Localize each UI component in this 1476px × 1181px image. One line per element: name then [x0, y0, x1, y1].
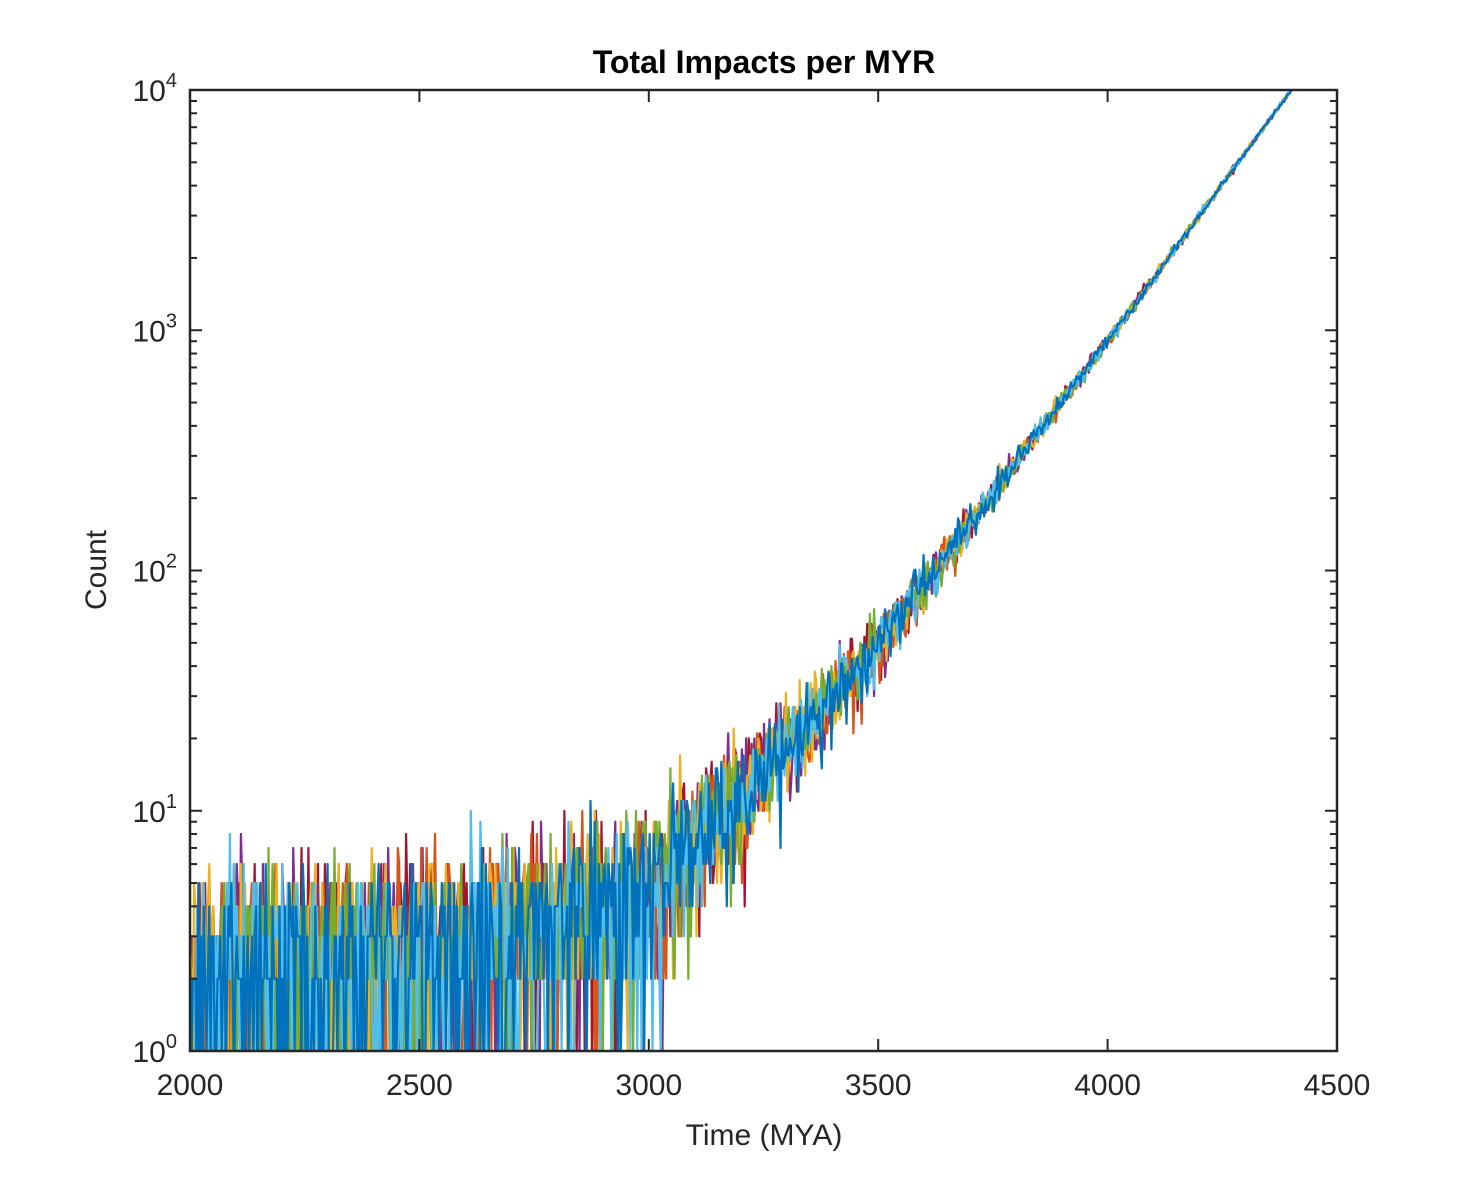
y-tick-exponent: 2 [166, 551, 177, 573]
axes-box [188, 88, 1339, 1053]
y-tick-base: 10 [133, 556, 166, 589]
chart-title: Total Impacts per MYR [593, 44, 936, 80]
y-tick-base: 10 [133, 1036, 166, 1069]
y-tick-base: 10 [133, 796, 166, 829]
y-tick-label: 104 [133, 70, 178, 108]
plot-area [190, 90, 1293, 1051]
series-line [190, 90, 1293, 1051]
y-tick-base: 10 [133, 75, 166, 108]
y-tick-label: 100 [133, 1031, 178, 1069]
y-tick-exponent: 0 [166, 1031, 177, 1053]
x-tick-label: 2500 [386, 1069, 453, 1102]
y-tick-base: 10 [133, 315, 166, 348]
series-layer [190, 90, 1293, 1051]
y-tick-label: 103 [133, 310, 178, 348]
y-tick-label: 102 [133, 551, 178, 589]
x-axis-label: Time (MYA) [686, 1119, 843, 1152]
y-axis-label: Count [80, 529, 113, 610]
x-tick-label: 2000 [157, 1069, 224, 1102]
y-tick-label: 101 [133, 791, 178, 829]
x-tick-label: 4000 [1074, 1069, 1141, 1102]
x-tick-label: 4500 [1304, 1069, 1371, 1102]
y-tick-exponent: 1 [166, 791, 177, 813]
y-tick-exponent: 4 [166, 70, 177, 92]
x-tick-label: 3000 [615, 1069, 682, 1102]
x-tick-label: 3500 [845, 1069, 912, 1102]
y-tick-exponent: 3 [166, 310, 177, 332]
